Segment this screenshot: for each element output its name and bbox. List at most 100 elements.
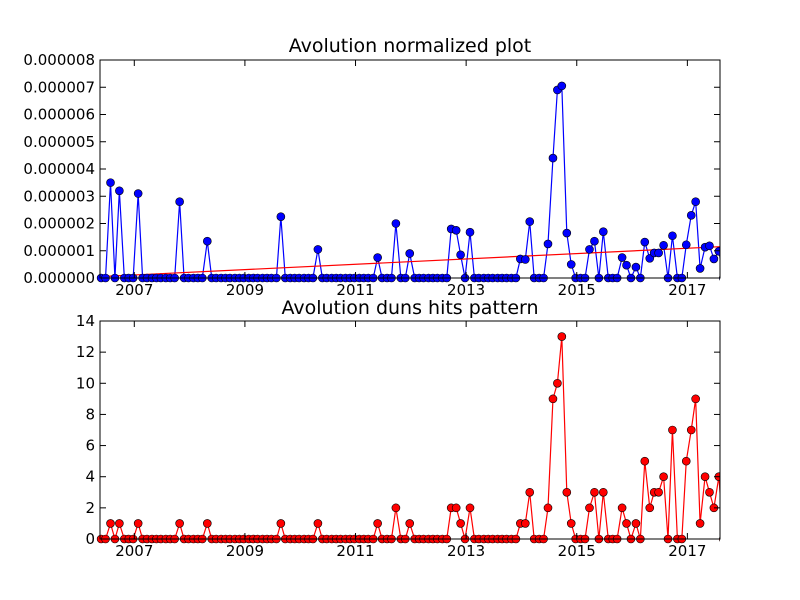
duns-hits-data-point (558, 333, 566, 341)
duns-hits-data-point (567, 519, 575, 527)
duns-hits-data-point (599, 488, 607, 496)
duns-hits-data-point (134, 519, 142, 527)
normalized-y-tick-label: 0.000006 (23, 106, 95, 124)
normalized-data-point (623, 261, 631, 269)
duns-hits-data-point (526, 488, 534, 496)
duns-hits-series-line (101, 337, 732, 539)
normalized-y-tick-label: 0.000003 (23, 187, 95, 205)
duns-hits-data-point (692, 395, 700, 403)
duns-hits-y-tick-label: 12 (76, 343, 95, 361)
normalized-data-point (590, 237, 598, 245)
duns-hits-y-tick-label: 0 (85, 530, 95, 548)
duns-hits-data-point (632, 519, 640, 527)
duns-hits-data-point (314, 519, 322, 527)
normalized-data-point (632, 263, 640, 271)
normalized-data-point (115, 187, 123, 195)
duns-hits-data-point (374, 519, 382, 527)
normalized-x-tick-label: 2015 (558, 281, 596, 299)
duns-hits-data-point (668, 426, 676, 434)
duns-hits-data-point (563, 488, 571, 496)
duns-hits-axes-frame (100, 321, 720, 539)
normalized-data-point (466, 228, 474, 236)
normalized-data-point (668, 232, 676, 240)
duns-hits-data-point (392, 504, 400, 512)
normalized-x-tick-label: 2009 (226, 281, 264, 299)
normalized-data-point (314, 245, 322, 253)
duns-hits-x-tick-label: 2007 (115, 542, 153, 560)
normalized-data-point (660, 241, 668, 249)
duns-hits-y-tick-label: 6 (85, 437, 95, 455)
normalized-data-point (558, 82, 566, 90)
duns-hits-data-point (701, 473, 709, 481)
duns-hits-data-point (646, 504, 654, 512)
normalized-y-tick-label: 0.000001 (23, 242, 95, 260)
normalized-y-tick-label: 0.000005 (23, 133, 95, 151)
normalized-plot-title: Avolution normalized plot (289, 35, 532, 57)
normalized-plot-area (97, 82, 736, 282)
normalized-data-point (655, 249, 663, 257)
normalized-data-point (687, 211, 695, 219)
duns-hits-data-point (466, 504, 474, 512)
normalized-y-tick-label: 0.000007 (23, 78, 95, 96)
duns-hits-y-tick-label: 14 (76, 312, 95, 330)
duns-hits-data-point (719, 535, 727, 543)
duns-hits-data-point (553, 379, 561, 387)
normalized-y-tick-label: 0.000000 (23, 269, 95, 287)
normalized-data-point (277, 213, 285, 221)
duns-hits-data-point (457, 519, 465, 527)
normalized-data-point (544, 240, 552, 248)
duns-hits-data-point (452, 504, 460, 512)
duns-hits-y-tick-label: 10 (76, 374, 95, 392)
normalized-data-point (719, 274, 727, 282)
duns-hits-data-point (728, 442, 736, 450)
normalized-data-point (452, 226, 460, 234)
normalized-data-point (176, 198, 184, 206)
normalized-y-tick-label: 0.000008 (23, 51, 95, 69)
duns-hits-data-point (705, 488, 713, 496)
normalized-data-point (641, 238, 649, 246)
duns-hits-data-point (406, 519, 414, 527)
normalized-data-point (549, 154, 557, 162)
duns-hits-data-point (521, 519, 529, 527)
duns-hits-data-point (682, 457, 690, 465)
normalized-x-tick-label: 2017 (668, 281, 706, 299)
duns-hits-data-point (696, 519, 704, 527)
duns-hits-data-point (660, 473, 668, 481)
normalized-y-tick-label: 0.000004 (23, 160, 95, 178)
normalized-data-point (521, 255, 529, 263)
duns-hits-data-point (549, 395, 557, 403)
duns-hits-title: Avolution duns hits pattern (281, 297, 538, 319)
normalized-data-point (567, 260, 575, 268)
normalized-y-tick-label: 0.000002 (23, 215, 95, 233)
duns-hits-x-tick-label: 2011 (336, 542, 374, 560)
normalized-data-point (696, 264, 704, 272)
normalized-axes-frame (100, 60, 720, 278)
duns-hits-data-point (618, 504, 626, 512)
duns-hits-data-point (641, 457, 649, 465)
duns-hits-data-point (176, 519, 184, 527)
normalized-data-point (705, 242, 713, 250)
normalized-data-point (682, 241, 690, 249)
duns-hits-plot-area (97, 333, 736, 543)
normalized-data-point (618, 254, 626, 262)
duns-hits-data-point (107, 519, 115, 527)
normalized-data-point (406, 249, 414, 257)
normalized-data-point (710, 255, 718, 263)
duns-hits-x-tick-label: 2009 (226, 542, 264, 560)
duns-hits-x-tick-label: 2013 (447, 542, 485, 560)
duns-hits-data-point (687, 426, 695, 434)
duns-hits-data-point (724, 473, 732, 481)
duns-hits-data-point (655, 488, 663, 496)
normalized-x-tick-label: 2007 (115, 281, 153, 299)
normalized-data-point (392, 220, 400, 228)
normalized-series-line (101, 86, 732, 278)
normalized-plot-panel: Avolution normalized plot 2007 2009 2011 20… (23, 35, 736, 299)
normalized-data-point (724, 229, 732, 237)
duns-hits-y-tick-label: 2 (85, 499, 95, 517)
normalized-data-point (692, 198, 700, 206)
normalized-data-point (563, 229, 571, 237)
normalized-data-point (203, 237, 211, 245)
duns-hits-y-tick-label: 4 (85, 468, 95, 486)
duns-hits-x-tick-label: 2017 (668, 542, 706, 560)
